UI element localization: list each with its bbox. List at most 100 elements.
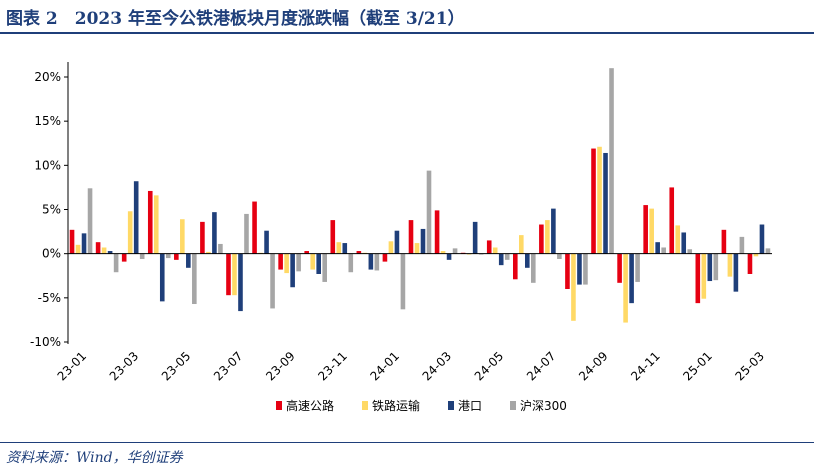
bar-4-24-07 <box>557 253 562 259</box>
bar-4-25-02 <box>739 236 745 254</box>
bar-3-24-05 <box>498 253 504 266</box>
bar-1-23-10 <box>304 251 309 254</box>
bar-3-24-01 <box>394 230 400 254</box>
x-tick-label: 24-11 <box>628 349 663 384</box>
bar-2-24-09 <box>597 146 602 254</box>
x-tick-label: 23-03 <box>107 349 142 384</box>
bar-2-25-02 <box>727 253 733 277</box>
bar-2-24-03 <box>440 251 446 254</box>
bar-2-24-07 <box>545 220 550 254</box>
x-tick-label: 25-03 <box>733 349 768 384</box>
bar-3-24-12 <box>681 232 687 254</box>
bar-2-24-12 <box>675 225 681 254</box>
x-tick-label: 25-01 <box>680 349 715 384</box>
y-tick-label: 20% <box>34 70 61 84</box>
bar-1-24-09 <box>591 148 596 254</box>
bar-2-24-05 <box>492 247 498 254</box>
bar-2-24-06 <box>519 235 524 254</box>
bar-3-24-04 <box>472 221 478 254</box>
bar-2-23-05 <box>180 219 185 254</box>
bar-4-23-08 <box>270 253 275 309</box>
y-tick-label: 10% <box>34 158 61 172</box>
bar-1-23-11 <box>330 220 336 254</box>
bar-1-24-05 <box>486 240 492 254</box>
bar-1-24-02 <box>408 220 414 254</box>
bar-3-24-10 <box>629 253 634 304</box>
bar-4-23-12 <box>374 253 380 271</box>
y-tick-label: 5% <box>42 203 61 217</box>
bar-4-24-01 <box>400 253 406 310</box>
bar-2-23-06 <box>206 251 211 254</box>
legend-swatch <box>362 401 368 410</box>
legend-label: 铁路运输 <box>372 398 420 413</box>
bar-4-23-09 <box>296 253 301 272</box>
bar-4-25-03 <box>765 248 771 254</box>
x-tick-label: 24-09 <box>576 349 611 384</box>
bar-3-23-07 <box>238 253 243 312</box>
bar-1-24-01 <box>382 253 388 262</box>
bar-4-24-05 <box>504 253 510 260</box>
bar-1-24-12 <box>669 187 675 254</box>
bar-2-24-01 <box>388 241 394 254</box>
x-tick-label: 23-05 <box>159 349 194 384</box>
y-tick-label: 15% <box>34 114 61 128</box>
bar-3-25-01 <box>707 253 713 282</box>
bar-2-23-03 <box>127 211 133 254</box>
bar-3-24-03 <box>446 253 452 260</box>
bar-3-24-11 <box>655 242 660 254</box>
bar-2-23-09 <box>284 253 289 274</box>
bar-3-24-07 <box>551 208 556 254</box>
y-tick-label: -5% <box>38 291 61 305</box>
bar-2-25-03 <box>753 253 759 257</box>
bar-3-25-03 <box>759 224 765 254</box>
bar-3-23-02 <box>107 251 113 254</box>
bar-4-23-05 <box>192 253 197 305</box>
x-tick-label: 23-07 <box>211 349 246 384</box>
footer-rule <box>0 442 814 443</box>
bar-4-23-11 <box>348 253 354 273</box>
bar-3-23-09 <box>290 253 295 288</box>
legend-swatch <box>448 401 454 410</box>
bar-3-23-12 <box>368 253 374 270</box>
bar-2-23-04 <box>153 195 159 254</box>
bar-1-23-04 <box>147 190 153 254</box>
bar-chart: -10% -5% 0% 5% 10% 15% 20% 23-01 23-03 23-05 23-07… <box>30 62 772 413</box>
legend-swatch <box>276 401 282 410</box>
bar-2-23-07 <box>232 253 237 296</box>
bar-3-23-06 <box>212 212 217 254</box>
bar-1-23-12 <box>356 251 362 254</box>
bar-2-25-01 <box>701 253 707 299</box>
x-tick-label: 23-01 <box>55 349 90 384</box>
bar-4-24-02 <box>426 170 432 254</box>
bar-1-23-07 <box>226 253 231 296</box>
bar-1-24-08 <box>565 253 570 289</box>
bar-4-24-12 <box>687 249 693 254</box>
bar-3-24-06 <box>525 253 530 268</box>
bar-4-23-03 <box>139 253 145 259</box>
bar-1-23-03 <box>121 253 127 262</box>
x-tick-label: 23-11 <box>315 349 350 384</box>
bar-2-23-10 <box>310 253 315 270</box>
bar-2-24-10 <box>623 253 628 323</box>
bar-3-23-04 <box>159 253 165 302</box>
bar-1-23-01 <box>69 229 75 254</box>
bar-1-24-06 <box>513 253 518 280</box>
bar-1-23-02 <box>95 242 101 254</box>
bar-4-23-06 <box>218 243 223 254</box>
source-note: 资料来源：Wind，华创证券 <box>6 450 183 466</box>
bar-1-24-11 <box>643 205 648 254</box>
bar-4-23-04 <box>165 253 171 259</box>
bar-1-25-03 <box>747 253 753 274</box>
bar-2-24-02 <box>414 243 420 254</box>
bar-3-23-01 <box>81 233 87 254</box>
legend-swatch <box>510 401 516 410</box>
bar-4-24-06 <box>531 253 536 283</box>
bar-4-25-01 <box>713 253 719 281</box>
chart-title: 图表 2 2023 年至今公铁港板块月度涨跌幅（截至 3/21） <box>6 9 465 29</box>
bar-1-24-10 <box>617 253 622 283</box>
bar-1-24-03 <box>434 210 440 254</box>
bar-4-24-11 <box>661 247 666 254</box>
bar-4-24-03 <box>452 248 458 254</box>
bar-1-23-08 <box>252 201 257 254</box>
bar-3-24-09 <box>603 152 608 254</box>
